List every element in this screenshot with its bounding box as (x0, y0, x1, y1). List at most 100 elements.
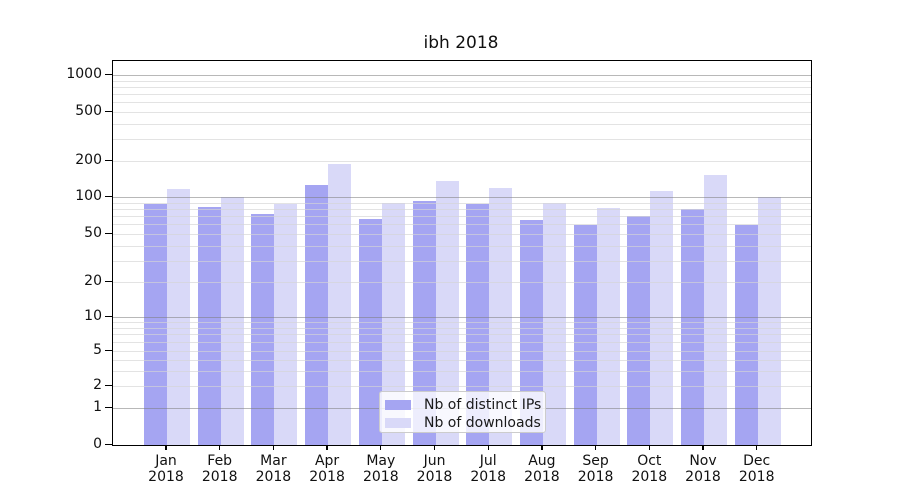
bar-nb-of-downloads-jul (489, 188, 513, 445)
y-tick-label-50: 50 (84, 225, 102, 241)
bar-nb-of-downloads-nov (704, 175, 727, 445)
x-tick-label-jul: Jul 2018 (470, 453, 506, 485)
chart-title: ibh 2018 (423, 33, 499, 53)
x-tick-mark-jul (487, 444, 489, 450)
minor-gridline-20 (113, 282, 811, 283)
minor-gridline-40 (113, 245, 811, 247)
minor-gridline-9 (113, 322, 811, 324)
y-tick-label-100: 100 (75, 188, 102, 204)
minor-gridline-900 (113, 80, 811, 82)
minor-gridline-3 (113, 370, 811, 372)
y-tick-mark-20 (105, 280, 112, 282)
y-tick-label-5: 5 (93, 342, 102, 358)
bar-nb-of-distinct-ips-jul (466, 204, 490, 445)
bar-nb-of-downloads-dec (757, 197, 781, 445)
legend: Nb of distinct IPs Nb of downloads (379, 391, 546, 433)
minor-gridline-70 (113, 216, 811, 218)
bar-nb-of-distinct-ips-feb (197, 206, 221, 445)
bar-nb-of-distinct-ips-oct (627, 216, 651, 445)
gridlines-layer (113, 61, 811, 445)
bar-nb-of-distinct-ips-mar (251, 213, 275, 445)
y-tick-mark-50 (105, 232, 112, 234)
y-tick-mark-10 (105, 315, 112, 317)
x-tick-label-may: May 2018 (362, 453, 399, 485)
legend-label-downloads: Nb of downloads (424, 414, 541, 431)
legend-entry-downloads: Nb of downloads (385, 414, 545, 431)
x-tick-mark-oct (648, 444, 650, 450)
x-tick-label-oct: Oct 2018 (631, 453, 668, 485)
bar-nb-of-downloads-jan (167, 188, 190, 445)
y-tick-label-500: 500 (75, 103, 102, 119)
minor-gridline-500 (113, 112, 811, 113)
major-gridline-100 (113, 197, 811, 199)
legend-swatch-distinct-ips (385, 399, 411, 410)
x-tick-mark-feb (219, 444, 221, 450)
major-gridline-1000 (113, 75, 811, 77)
bar-nb-of-downloads-feb (220, 197, 244, 445)
minor-gridline-6 (113, 342, 811, 344)
x-tick-label-mar: Mar 2018 (255, 453, 292, 485)
minor-gridline-300 (113, 139, 811, 141)
y-tick-mark-500 (105, 110, 112, 112)
legend-label-distinct-ips: Nb of distinct IPs (424, 396, 542, 413)
minor-gridline-30 (113, 260, 811, 262)
bar-nb-of-distinct-ips-jan (144, 203, 167, 445)
legend-swatch-downloads (385, 417, 411, 428)
x-tick-mark-aug (541, 444, 543, 450)
minor-gridline-7 (113, 334, 811, 336)
minor-gridline-90 (113, 202, 811, 204)
y-tick-label-200: 200 (75, 152, 102, 168)
major-gridline-10 (113, 317, 811, 319)
minor-gridline-4 (113, 359, 811, 361)
bar-nb-of-downloads-aug (542, 203, 566, 445)
bar-nb-of-distinct-ips-jun (412, 201, 436, 445)
plot-area (112, 60, 812, 446)
x-tick-mark-jun (433, 444, 436, 450)
x-tick-label-nov: Nov 2018 (685, 453, 721, 485)
x-tick-mark-dec (756, 444, 758, 450)
minor-gridline-80 (113, 208, 811, 210)
y-tick-label-1: 1 (93, 399, 102, 415)
y-tick-mark-5 (105, 349, 112, 351)
bar-nb-of-distinct-ips-may (358, 219, 382, 445)
y-tick-label-20: 20 (84, 273, 102, 289)
y-tick-mark-2 (105, 384, 112, 386)
x-tick-label-apr: Apr 2018 (309, 453, 345, 485)
minor-gridline-8 (113, 327, 811, 329)
minor-gridline-60 (113, 224, 811, 226)
x-tick-mark-apr (326, 444, 328, 450)
y-tick-mark-1 (105, 406, 112, 408)
minor-gridline-50 (113, 234, 811, 235)
x-tick-mark-jan (165, 444, 167, 450)
minor-gridline-700 (113, 94, 811, 96)
bar-nb-of-downloads-sep (596, 207, 620, 445)
x-tick-mark-sep (594, 444, 597, 450)
minor-gridline-2 (113, 386, 811, 387)
y-tick-mark-200 (105, 159, 112, 161)
y-tick-label-2: 2 (93, 377, 102, 393)
x-tick-label-jun: Jun 2018 (416, 453, 453, 485)
bar-nb-of-distinct-ips-apr (305, 184, 329, 445)
y-tick-mark-0 (105, 443, 112, 445)
bar-nb-of-downloads-may (381, 202, 405, 445)
minor-gridline-200 (113, 161, 811, 162)
y-tick-mark-100 (105, 195, 112, 197)
bar-nb-of-distinct-ips-nov (681, 208, 704, 445)
x-tick-mark-mar (272, 444, 275, 450)
x-tick-label-jan: Jan 2018 (148, 453, 184, 485)
x-tick-label-aug: Aug 2018 (524, 453, 560, 485)
y-tick-label-10: 10 (84, 308, 102, 324)
x-tick-label-dec: Dec 2018 (738, 453, 775, 485)
y-tick-mark-1000 (105, 73, 112, 75)
minor-gridline-5 (113, 351, 811, 352)
x-tick-label-feb: Feb 2018 (201, 453, 238, 485)
legend-entry-distinct-ips: Nb of distinct IPs (385, 396, 545, 413)
y-tick-label-1000: 1000 (66, 66, 102, 82)
x-tick-mark-nov (702, 444, 704, 450)
bar-nb-of-downloads-jun (435, 181, 459, 445)
minor-gridline-800 (113, 86, 811, 88)
x-tick-label-sep: Sep 2018 (577, 453, 614, 485)
bar-nb-of-distinct-ips-aug (519, 220, 543, 445)
x-tick-mark-may (380, 444, 382, 450)
